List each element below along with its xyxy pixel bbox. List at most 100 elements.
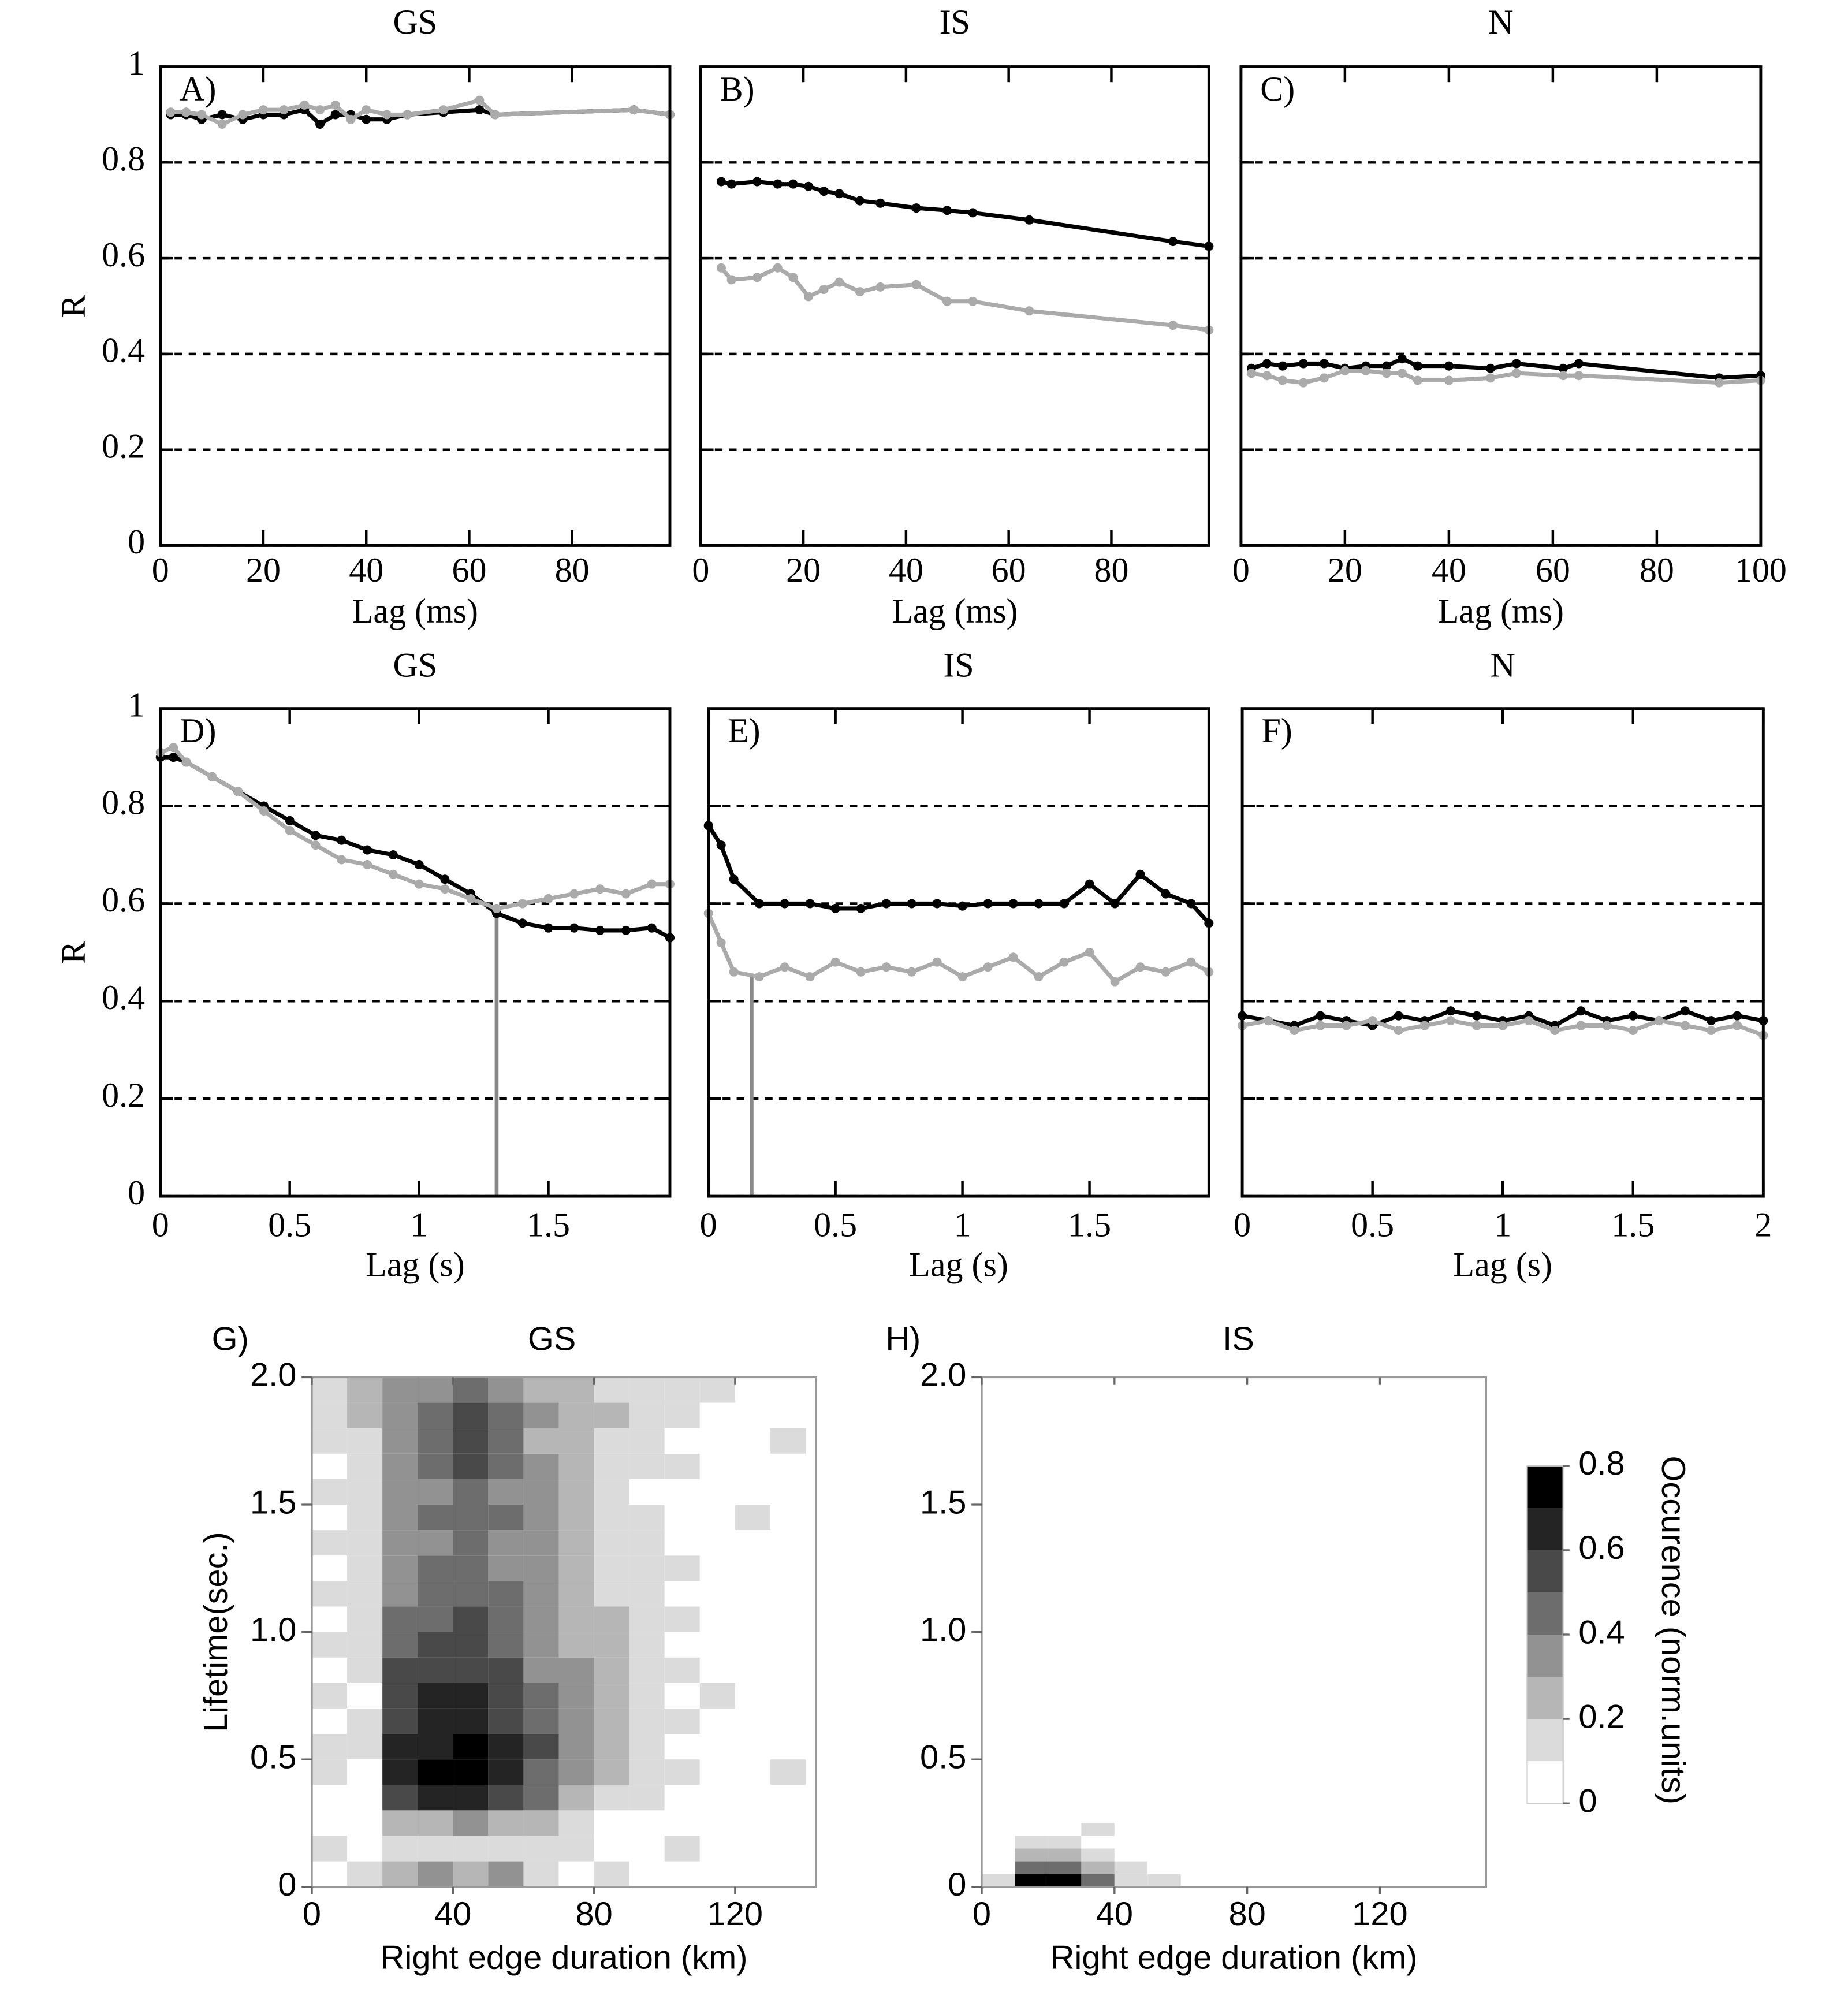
heat-cell xyxy=(347,1683,383,1709)
heat-cell xyxy=(594,1861,629,1887)
heat-cell xyxy=(594,1734,629,1760)
heat-cell xyxy=(664,1632,700,1658)
heat-cell xyxy=(664,1861,700,1887)
heat-cell xyxy=(770,1479,806,1505)
heat-cell xyxy=(347,1377,383,1403)
point xyxy=(780,962,789,972)
plot-frame xyxy=(981,1376,1487,1888)
heat-cell xyxy=(453,1402,489,1428)
heat-cell xyxy=(770,1581,806,1607)
y-tick-label: 2.0 xyxy=(920,1357,966,1394)
heat-cell xyxy=(382,1683,418,1709)
heat-cell xyxy=(523,1657,559,1683)
heat-cell xyxy=(312,1402,348,1428)
heat-cell xyxy=(488,1555,524,1581)
heat-cell xyxy=(1048,1836,1082,1849)
point xyxy=(1574,371,1584,381)
panel-label: G) xyxy=(212,1320,249,1357)
point xyxy=(754,972,764,982)
heat-cell xyxy=(699,1785,735,1811)
x-tick-label: 0 xyxy=(1234,1205,1251,1244)
heat-cell xyxy=(699,1479,735,1505)
point xyxy=(716,263,726,273)
x-tick-label: 0 xyxy=(152,551,169,589)
point xyxy=(346,114,356,124)
heat-cell xyxy=(735,1810,770,1836)
x-axis-label: Right edge duration (km) xyxy=(1050,1940,1418,1977)
point xyxy=(983,962,993,972)
point xyxy=(881,899,891,909)
point xyxy=(197,110,207,120)
heat-cell xyxy=(558,1785,594,1811)
heat-cell xyxy=(488,1632,524,1658)
point xyxy=(1574,359,1584,369)
heat-cell xyxy=(1147,1874,1181,1887)
heat-cell xyxy=(312,1657,348,1683)
y-tick-label: 0 xyxy=(278,1866,296,1903)
heat-cell xyxy=(629,1402,665,1428)
point xyxy=(285,816,295,825)
heat-cell xyxy=(453,1479,489,1505)
heat-cell xyxy=(594,1810,629,1836)
heat-cell xyxy=(629,1555,665,1581)
point xyxy=(856,903,866,913)
heat-cell xyxy=(558,1734,594,1760)
heat-cell xyxy=(594,1606,629,1632)
y-tick-label: 0 xyxy=(128,1174,145,1212)
heat-cell xyxy=(664,1759,700,1785)
heat-cell xyxy=(558,1708,594,1734)
heat-cell xyxy=(1081,1874,1115,1887)
point xyxy=(1558,363,1568,373)
point xyxy=(911,203,921,213)
y-tick-label: 0.8 xyxy=(102,140,145,178)
heat-cell xyxy=(418,1657,453,1683)
point xyxy=(752,177,762,187)
heat-cell xyxy=(770,1734,806,1760)
point xyxy=(217,120,227,129)
point xyxy=(805,899,815,909)
heat-cell xyxy=(453,1632,489,1658)
point xyxy=(315,105,325,115)
heat-cell xyxy=(629,1479,665,1505)
point xyxy=(403,110,412,120)
heat-cell xyxy=(1147,1861,1181,1874)
point xyxy=(1444,375,1454,385)
heat-cell xyxy=(558,1836,594,1862)
point xyxy=(1714,378,1724,388)
heat-cell xyxy=(664,1657,700,1683)
heat-cell xyxy=(770,1708,806,1734)
point xyxy=(1135,962,1145,972)
heat-cell xyxy=(382,1810,418,1836)
point xyxy=(1034,899,1044,909)
heat-cell xyxy=(488,1606,524,1632)
point xyxy=(1319,359,1329,369)
heat-cell xyxy=(523,1632,559,1658)
heat-cell xyxy=(418,1785,453,1811)
heat-cell xyxy=(382,1479,418,1505)
heat-cell xyxy=(664,1836,700,1862)
point xyxy=(1316,1011,1325,1021)
heat-cell xyxy=(453,1810,489,1836)
point xyxy=(315,120,325,129)
colorbar-band xyxy=(1527,1761,1563,1804)
point xyxy=(1511,369,1521,378)
heat-cell xyxy=(488,1861,524,1887)
heat-cell xyxy=(664,1479,700,1505)
x-tick-label: 20 xyxy=(246,551,281,589)
heat-cell xyxy=(453,1683,489,1709)
heat-cell xyxy=(594,1479,629,1505)
point xyxy=(1008,952,1018,962)
heat-cell xyxy=(735,1377,770,1403)
panel-label: F) xyxy=(1261,712,1292,750)
heat-cell xyxy=(418,1377,453,1403)
point xyxy=(330,100,340,110)
point xyxy=(1342,1021,1351,1030)
x-tick-label: 0 xyxy=(692,551,709,589)
point xyxy=(330,110,340,120)
heat-cell xyxy=(558,1632,594,1658)
heat-cell xyxy=(770,1402,806,1428)
point xyxy=(181,757,191,767)
x-axis-label: Lag (ms) xyxy=(1438,592,1564,630)
heat-cell xyxy=(594,1581,629,1607)
heat-cell xyxy=(382,1708,418,1734)
